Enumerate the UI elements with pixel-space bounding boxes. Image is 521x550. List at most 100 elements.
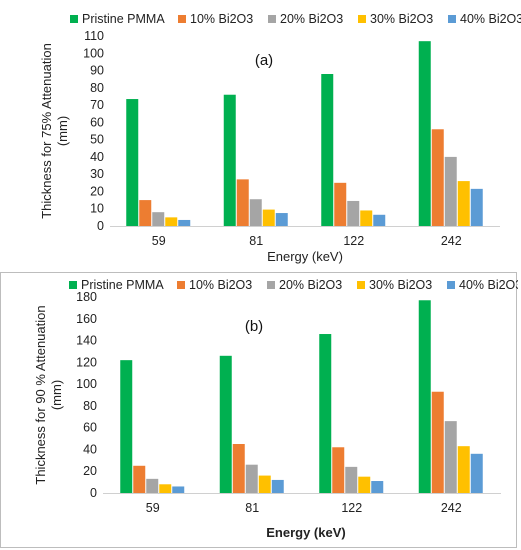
- bar-3-0: [159, 484, 172, 493]
- bar-1-1: [236, 179, 249, 226]
- bar-3-1: [262, 209, 275, 226]
- bar-4-1: [271, 479, 284, 493]
- y-tick-label: 50: [90, 133, 104, 147]
- x-category-label: 242: [441, 234, 462, 248]
- legend-label-2: 20% Bi2O3: [279, 278, 342, 292]
- y-axis-title-line-1: (mm): [49, 380, 64, 410]
- y-tick-label: 140: [76, 334, 97, 348]
- bar-4-0: [172, 486, 185, 493]
- legend-label-0: Pristine PMMA: [82, 12, 165, 26]
- legend-label-2: 20% Bi2O3: [280, 12, 343, 26]
- panel-label: (a): [255, 52, 273, 69]
- chart-b-svg: Pristine PMMA 10% Bi2O3 20% Bi2O3 30% Bi2O3…: [33, 278, 518, 540]
- legend-label-3: 30% Bi2O3: [370, 12, 433, 26]
- bar-0-1: [219, 355, 232, 493]
- bar-4-3: [470, 453, 483, 493]
- bar-0-1: [223, 94, 236, 227]
- x-category-label: 81: [245, 501, 259, 515]
- y-tick-label: 100: [83, 46, 104, 60]
- x-axis-title: Energy (keV): [266, 525, 345, 540]
- bar-2-3: [444, 156, 457, 226]
- legend-label-0: Pristine PMMA: [81, 278, 164, 292]
- legend-swatch-4: [448, 15, 456, 23]
- legend-label-4: 40% Bi2O3: [460, 12, 521, 26]
- panel-label: (b): [245, 318, 263, 335]
- bar-1-0: [139, 200, 152, 226]
- bar-3-3: [457, 446, 470, 493]
- bar-2-0: [146, 478, 159, 493]
- y-tick-label: 80: [83, 399, 97, 413]
- y-tick-label: 40: [90, 150, 104, 164]
- y-tick-label: 20: [90, 184, 104, 198]
- x-category-label: 59: [146, 501, 160, 515]
- bar-4-3: [470, 188, 483, 226]
- y-tick-label: 90: [90, 64, 104, 78]
- bar-1-2: [332, 447, 345, 493]
- bar-2-1: [249, 199, 262, 226]
- bar-1-3: [431, 391, 444, 493]
- y-tick-label: 20: [83, 464, 97, 478]
- bar-0-3: [418, 300, 431, 493]
- x-category-label: 81: [249, 234, 263, 248]
- x-category-label: 122: [343, 234, 364, 248]
- y-tick-label: 0: [97, 219, 104, 233]
- y-axis-title-line-1: (mm): [55, 116, 70, 146]
- bar-3-2: [358, 476, 371, 493]
- y-tick-label: 180: [76, 290, 97, 304]
- legend-swatch-0: [70, 15, 78, 23]
- x-axis-title: Energy (keV): [267, 249, 343, 264]
- legend-swatch-1: [177, 281, 185, 289]
- bar-4-1: [275, 213, 288, 226]
- y-tick-label: 120: [76, 355, 97, 369]
- bar-3-3: [457, 181, 470, 226]
- y-tick-label: 30: [90, 167, 104, 181]
- legend-swatch-1: [178, 15, 186, 23]
- bar-2-2: [347, 200, 360, 226]
- legend-label-1: 10% Bi2O3: [189, 278, 252, 292]
- bar-3-1: [258, 475, 271, 493]
- bar-0-2: [319, 334, 332, 493]
- bar-2-1: [245, 464, 258, 493]
- legend-swatch-2: [267, 281, 275, 289]
- legend-label-3: 30% Bi2O3: [369, 278, 432, 292]
- legend-swatch-2: [268, 15, 276, 23]
- chart-panel-a: Pristine PMMA 10% Bi2O3 20% Bi2O3 30% Bi2O3…: [0, 0, 521, 270]
- y-tick-label: 60: [83, 421, 97, 435]
- bar-3-2: [360, 210, 373, 226]
- x-category-label: 242: [441, 501, 462, 515]
- x-category-label: 59: [152, 234, 166, 248]
- legend-swatch-3: [357, 281, 365, 289]
- bar-1-2: [334, 182, 347, 226]
- bar-0-0: [126, 99, 139, 226]
- y-tick-label: 100: [76, 377, 97, 391]
- chart-a-svg: Pristine PMMA 10% Bi2O3 20% Bi2O3 30% Bi2O3…: [39, 12, 521, 264]
- y-tick-label: 40: [83, 442, 97, 456]
- bar-1-1: [232, 444, 245, 493]
- bar-2-2: [345, 466, 358, 493]
- legend-label-4: 40% Bi2O3: [459, 278, 518, 292]
- bar-2-3: [444, 421, 457, 493]
- legend-swatch-0: [69, 281, 77, 289]
- bar-2-0: [152, 212, 165, 226]
- y-axis-title-line-0: Thickness for 75% Attenuation: [39, 43, 54, 219]
- chart-panel-b: Pristine PMMA 10% Bi2O3 20% Bi2O3 30% Bi2O3…: [0, 272, 518, 548]
- bar-0-3: [418, 41, 431, 226]
- y-tick-label: 110: [84, 29, 104, 43]
- bar-0-0: [120, 360, 133, 493]
- y-tick-label: 160: [76, 312, 97, 326]
- y-tick-label: 60: [90, 115, 104, 129]
- y-axis-title-line-0: Thickness for 90 % Attenuation: [33, 305, 48, 484]
- bar-4-2: [373, 214, 386, 226]
- y-tick-label: 80: [90, 81, 104, 95]
- bar-3-0: [165, 217, 178, 226]
- legend-swatch-3: [358, 15, 366, 23]
- bar-1-0: [133, 465, 146, 493]
- bar-0-2: [321, 74, 334, 226]
- legend-label-1: 10% Bi2O3: [190, 12, 253, 26]
- bar-1-3: [431, 129, 444, 226]
- y-tick-label: 10: [90, 202, 104, 216]
- y-tick-label: 70: [90, 98, 104, 112]
- legend-swatch-4: [447, 281, 455, 289]
- bar-4-2: [371, 481, 384, 493]
- x-category-label: 122: [341, 501, 362, 515]
